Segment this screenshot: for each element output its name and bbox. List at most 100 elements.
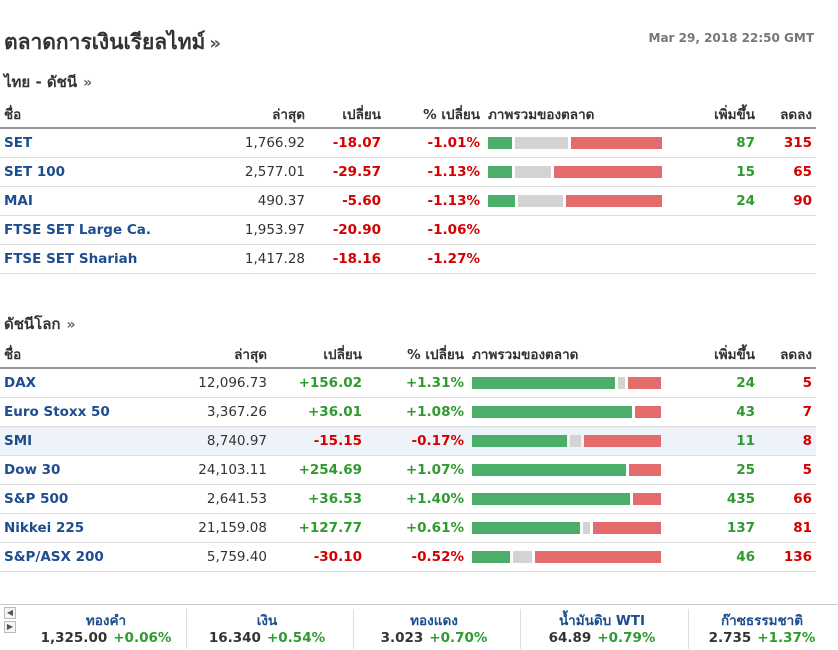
col-header-pct-change: % เปลี่ยน: [366, 340, 468, 369]
index-name-link[interactable]: S&P 500: [0, 484, 161, 514]
table-row[interactable]: Euro Stoxx 50 3,367.26 +36.01 +1.08% 43 7: [0, 397, 816, 427]
pct-change: -1.06%: [385, 215, 484, 245]
advances-count: [682, 215, 759, 245]
ticker-name[interactable]: ทองแดง: [410, 613, 458, 629]
thai-section-more-link[interactable]: »: [83, 75, 93, 91]
price-change: -5.60: [309, 186, 385, 216]
breadth-bar: [488, 136, 662, 149]
index-name-link[interactable]: Dow 30: [0, 455, 161, 485]
table-row[interactable]: SMI 8,740.97 -15.15 -0.17% 11 8: [0, 426, 816, 456]
index-name-link[interactable]: SET 100: [0, 157, 176, 187]
world-section-more-link[interactable]: »: [66, 317, 76, 333]
index-name-link[interactable]: Nikkei 225: [0, 513, 161, 543]
breadth-up-segment: [472, 405, 632, 418]
page-title[interactable]: ตลาดการเงินเรียลไทม์»: [4, 26, 221, 59]
pct-change: -1.01%: [385, 128, 484, 158]
breadth-bar: [472, 405, 661, 418]
price-change: -30.10: [271, 542, 366, 572]
thai-section-title-text[interactable]: ไทย - ดัชนี: [4, 73, 78, 91]
arrow-left-icon[interactable]: ◀: [4, 607, 16, 619]
index-name-link[interactable]: DAX: [0, 368, 161, 398]
price-change: -15.15: [271, 426, 366, 456]
ticker-value: 3.023: [380, 630, 424, 646]
market-breadth-bar: [468, 542, 681, 572]
ticker-value: 1,325.00: [40, 630, 108, 646]
index-name-link[interactable]: SET: [0, 128, 176, 158]
breadth-bar: [472, 376, 661, 389]
breadth-bar: [488, 194, 662, 207]
ticker-arrows: ◀ ▶: [4, 607, 18, 635]
declines-count: 66: [759, 484, 816, 514]
ticker-change: +0.54%: [266, 630, 326, 646]
breadth-neutral-segment: [617, 376, 626, 389]
commodity-ticker: ◀ ▶ ทองคำ 1,325.00 +0.06% เงิน 16.340 +0.5…: [0, 604, 838, 650]
ticker-name[interactable]: เงิน: [256, 613, 278, 629]
breadth-down-segment: [534, 550, 661, 563]
ticker-name[interactable]: ทองคำ: [85, 613, 127, 629]
thai-table-header-row: ชื่อ ล่าสุด เปลี่ยน % เปลี่ยน ภาพรวมของต…: [0, 100, 816, 129]
breadth-up-segment: [488, 165, 512, 178]
world-section-title-text[interactable]: ดัชนีโลก: [4, 315, 61, 333]
breadth-bar: [472, 521, 661, 534]
table-row[interactable]: S&P/ASX 200 5,759.40 -30.10 -0.52% 46 136: [0, 542, 816, 572]
thai-section-title[interactable]: ไทย - ดัชนี »: [4, 70, 92, 94]
index-name-link[interactable]: SMI: [0, 426, 161, 456]
pct-change: -1.13%: [385, 157, 484, 187]
last-price: 490.37: [176, 186, 309, 216]
declines-count: [759, 244, 816, 274]
market-breadth-bar: [484, 157, 682, 187]
ticker-name[interactable]: น้ำมันดิบ WTI: [558, 613, 646, 629]
breadth-down-segment: [633, 492, 661, 505]
index-name-link[interactable]: S&P/ASX 200: [0, 542, 161, 572]
world-section-title[interactable]: ดัชนีโลก »: [4, 312, 76, 336]
title-more-link[interactable]: »: [209, 33, 222, 54]
index-name-link[interactable]: FTSE SET Shariah: [0, 244, 176, 274]
breadth-down-segment: [593, 521, 661, 534]
table-row[interactable]: S&P 500 2,641.53 +36.53 +1.40% 435 66: [0, 484, 816, 514]
pct-change: +1.07%: [366, 455, 468, 485]
ticker-item-natural-gas[interactable]: ก๊าซธรรมชาติ 2.735 +1.37%: [682, 609, 838, 646]
index-name-link[interactable]: Euro Stoxx 50: [0, 397, 161, 427]
table-row[interactable]: FTSE SET Large Ca. 1,953.97 -20.90 -1.06%: [0, 215, 816, 245]
price-change: +156.02: [271, 368, 366, 398]
table-row[interactable]: SET 100 2,577.01 -29.57 -1.13% 15 65: [0, 157, 816, 187]
ticker-item-silver[interactable]: เงิน 16.340 +0.54%: [187, 609, 347, 646]
advances-count: 46: [681, 542, 759, 572]
ticker-name[interactable]: ก๊าซธรรมชาติ: [720, 613, 804, 629]
page-title-text[interactable]: ตลาดการเงินเรียลไทม์: [4, 30, 206, 54]
breadth-bar: [472, 492, 661, 505]
col-header-change: เปลี่ยน: [309, 100, 385, 129]
price-change: +254.69: [271, 455, 366, 485]
col-header-market-breadth: ภาพรวมของตลาด: [484, 100, 682, 129]
pct-change: -1.13%: [385, 186, 484, 216]
breadth-bar: [472, 463, 661, 476]
breadth-neutral-segment: [514, 136, 569, 149]
ticker-value: 16.340: [208, 630, 261, 646]
ticker-item-gold[interactable]: ทองคำ 1,325.00 +0.06%: [26, 609, 186, 646]
advances-count: 24: [682, 186, 759, 216]
table-row[interactable]: DAX 12,096.73 +156.02 +1.31% 24 5: [0, 368, 816, 398]
col-header-name: ชื่อ: [0, 340, 161, 369]
market-breadth-bar: [468, 484, 681, 514]
pct-change: +1.08%: [366, 397, 468, 427]
table-row[interactable]: SET 1,766.92 -18.07 -1.01% 87 315: [0, 128, 816, 158]
breadth-up-segment: [472, 376, 615, 389]
arrow-right-icon[interactable]: ▶: [4, 621, 16, 633]
index-name-link[interactable]: FTSE SET Large Ca.: [0, 215, 176, 245]
page-header: ตลาดการเงินเรียลไทม์» Mar 29, 2018 22:50…: [4, 26, 834, 56]
breadth-bar: [488, 165, 662, 178]
ticker-divider: [186, 609, 187, 649]
table-row[interactable]: Dow 30 24,103.11 +254.69 +1.07% 25 5: [0, 455, 816, 485]
col-header-name: ชื่อ: [0, 100, 176, 129]
table-row[interactable]: FTSE SET Shariah 1,417.28 -18.16 -1.27%: [0, 244, 816, 274]
ticker-change: +0.06%: [113, 630, 172, 646]
ticker-item-copper[interactable]: ทองแดง 3.023 +0.70%: [354, 609, 514, 646]
index-name-link[interactable]: MAI: [0, 186, 176, 216]
breadth-bar: [472, 434, 661, 447]
world-index-table: ชื่อ ล่าสุด เปลี่ยน % เปลี่ยน ภาพรวมของต…: [0, 340, 816, 572]
table-row[interactable]: MAI 490.37 -5.60 -1.13% 24 90: [0, 186, 816, 216]
ticker-item-wti-crude[interactable]: น้ำมันดิบ WTI 64.89 +0.79%: [522, 609, 682, 646]
table-row[interactable]: Nikkei 225 21,159.08 +127.77 +0.61% 137 81: [0, 513, 816, 543]
ticker-value: 64.89: [548, 630, 592, 646]
price-change: +36.53: [271, 484, 366, 514]
